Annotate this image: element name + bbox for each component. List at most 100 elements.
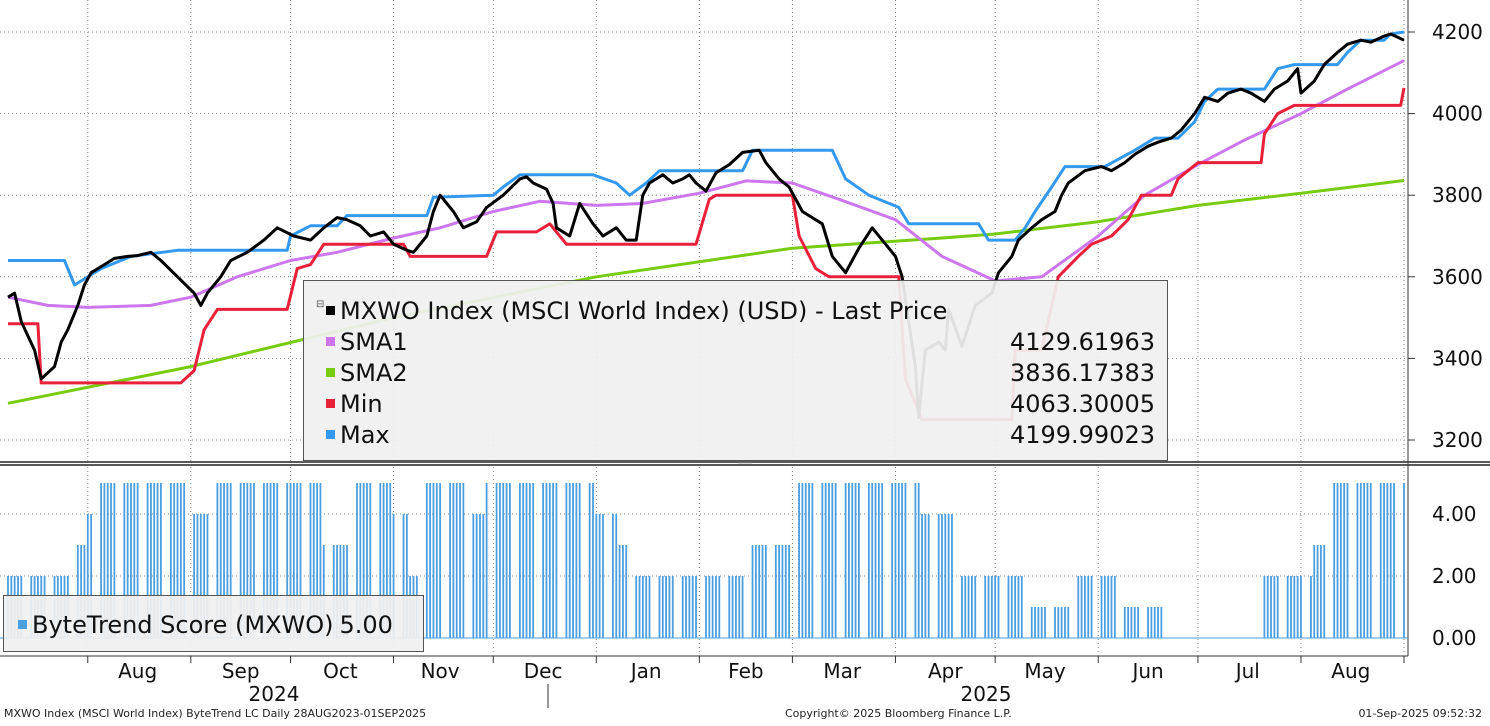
bytetrend-bar	[545, 483, 548, 638]
bytetrend-bar	[110, 483, 112, 638]
bytetrend-bar	[266, 483, 269, 638]
bytetrend-bar	[1007, 576, 1010, 638]
bytetrend-bar	[1316, 545, 1319, 638]
bytetrend-bar	[711, 576, 714, 638]
footer-copyright: Copyright© 2025 Bloomberg Finance L.P.	[785, 707, 1012, 720]
bytetrend-bar	[914, 483, 917, 638]
bytetrend-bar	[542, 483, 545, 638]
series-line-min	[8, 87, 1406, 422]
bytetrend-bar	[857, 483, 860, 638]
bytetrend-bar	[472, 514, 475, 638]
bytetrend-bar	[1359, 483, 1362, 638]
bytetrend-bar	[223, 483, 225, 638]
bytetrend-bar	[449, 483, 451, 638]
bytetrend-bar	[100, 483, 102, 638]
bytetrend-bar	[1084, 576, 1086, 638]
bytetrend-bar	[778, 545, 781, 638]
bytetrend-bar	[1273, 576, 1276, 638]
bytetrend-bar	[1113, 576, 1116, 638]
bytetrend-bar	[1100, 576, 1103, 638]
bytetrend-bar	[764, 545, 767, 638]
bytetrend-bar	[379, 483, 382, 638]
bytetrend-bar	[1014, 576, 1017, 638]
bytetrend-bar	[824, 483, 827, 638]
bytetrend-bar	[392, 514, 395, 638]
bytetrend-bar	[316, 483, 319, 638]
bytetrend-bar	[1313, 545, 1316, 638]
bytetrend-bar	[508, 483, 511, 638]
footer-left: MXWO Index (MSCI World Index) ByteTrend …	[4, 707, 427, 720]
legend-title-row: MXWO Index (MSCI World Index) (USD) - La…	[326, 295, 947, 326]
bytetrend-bar	[705, 576, 707, 638]
y-tick-label: 3200	[1432, 428, 1483, 452]
bytetrend-bar	[688, 576, 691, 638]
legend-value-min: 4063.30005	[1009, 389, 1155, 418]
bytetrend-bar	[904, 483, 907, 638]
bytetrend-bar	[80, 545, 83, 638]
bytetrend-bar	[1296, 576, 1299, 638]
bytetrend-bar	[226, 483, 229, 638]
bytetrend-bar	[927, 514, 930, 638]
bytetrend-bar	[263, 483, 265, 638]
bytetrend-bar	[871, 483, 874, 638]
bytetrend-bar	[462, 483, 465, 638]
bytetrend-bar	[136, 483, 139, 638]
x-month-label: Nov	[421, 659, 460, 683]
bytetrend-bar	[113, 483, 116, 638]
bytetrend-bar	[798, 483, 800, 638]
bytetrend-bar	[528, 483, 531, 638]
bytetrend-bar	[1389, 483, 1392, 638]
bytetrend-bar	[951, 514, 953, 638]
bytetrend-bar	[1366, 483, 1369, 638]
bytetrend-bar	[362, 483, 365, 638]
bytetrend-bar	[1077, 576, 1080, 638]
bytetrend-bar	[828, 483, 830, 638]
bytetrend-bar	[253, 483, 255, 638]
series-line-max	[8, 30, 1405, 287]
bytetrend-bar	[738, 576, 741, 638]
y-tick-label: 3400	[1432, 346, 1483, 370]
bytetrend-bar	[1044, 607, 1046, 638]
bytetrend-bar	[661, 576, 664, 638]
bytetrend-bar	[1020, 576, 1023, 638]
bytetrend-bar	[273, 483, 275, 638]
x-month-label: Oct	[323, 659, 358, 683]
bytetrend-bar	[359, 483, 362, 638]
bytetrend-bar	[894, 483, 897, 638]
bytetrend-bar	[658, 576, 661, 638]
bytetrend-bar	[1343, 483, 1346, 638]
bytetrend-bar	[937, 514, 940, 638]
bytetrend-bar	[435, 483, 438, 638]
bytetrend-bar	[1010, 576, 1013, 638]
legend-collapse-icon[interactable]: ⊟	[316, 299, 325, 310]
bytetrend-bar	[788, 545, 790, 638]
x-month-label: Aug	[118, 659, 157, 683]
bytetrend-bar	[502, 483, 505, 638]
legend-swatch-max	[326, 430, 335, 439]
bytetrend-bar	[671, 576, 674, 638]
bytetrend-bar	[1160, 607, 1163, 638]
bytetrend-bar	[967, 576, 970, 638]
bytetrend-bar	[1150, 607, 1153, 638]
bytetrend-bar	[877, 483, 880, 638]
bytetrend-bar	[356, 483, 358, 638]
legend-row-min: Min 4063.30005	[326, 388, 1167, 419]
bytetrend-bar	[1346, 483, 1349, 638]
bytetrend-bar	[615, 514, 618, 638]
bytetrend-bar	[874, 483, 877, 638]
legend-value-max: 4199.99023	[1009, 420, 1155, 449]
bytetrend-bar	[1266, 576, 1269, 638]
bytetrend-bar	[625, 545, 628, 638]
bytetrend-bar	[1147, 607, 1149, 638]
bytetrend-bar	[997, 576, 1000, 638]
x-month-label: Jul	[1234, 659, 1260, 683]
bytetrend-bar	[728, 576, 731, 638]
bytetrend-bar	[130, 483, 132, 638]
legend-label-min: Min	[340, 389, 383, 418]
bytetrend-bar	[961, 576, 963, 638]
bytetrend-bar	[196, 514, 199, 638]
bytetrend-bar	[1290, 576, 1292, 638]
bytetrend-bar	[1383, 483, 1385, 638]
x-month-label: Aug	[1331, 659, 1370, 683]
bytetrend-bar	[572, 483, 574, 638]
